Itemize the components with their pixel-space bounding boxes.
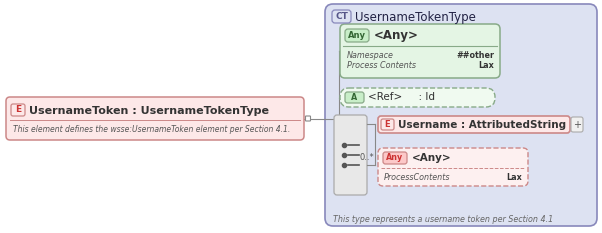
FancyBboxPatch shape (11, 104, 25, 116)
FancyBboxPatch shape (345, 29, 369, 42)
Text: This element defines the wsse:UsernameToken element per Section 4.1.: This element defines the wsse:UsernameTo… (13, 126, 290, 134)
FancyBboxPatch shape (340, 24, 500, 78)
Text: Username : AttributedString: Username : AttributedString (398, 120, 566, 130)
Text: Lax: Lax (506, 172, 522, 182)
Text: ProcessContents: ProcessContents (384, 172, 450, 182)
FancyBboxPatch shape (325, 4, 597, 226)
Text: +: + (573, 120, 581, 130)
FancyBboxPatch shape (340, 88, 495, 107)
FancyBboxPatch shape (345, 92, 364, 103)
FancyBboxPatch shape (305, 116, 311, 121)
Text: Lax: Lax (478, 62, 494, 71)
Text: <Ref>     : Id: <Ref> : Id (368, 93, 435, 103)
FancyBboxPatch shape (381, 119, 394, 130)
FancyBboxPatch shape (6, 97, 304, 140)
FancyBboxPatch shape (334, 115, 367, 195)
FancyBboxPatch shape (378, 148, 528, 186)
FancyBboxPatch shape (332, 10, 351, 23)
FancyBboxPatch shape (383, 152, 407, 164)
Text: A: A (352, 93, 358, 102)
Text: <Any>: <Any> (412, 153, 452, 163)
Text: E: E (385, 120, 390, 129)
Text: CT: CT (335, 12, 348, 21)
FancyBboxPatch shape (571, 117, 583, 132)
FancyBboxPatch shape (378, 116, 570, 133)
Text: ##other: ##other (456, 51, 494, 59)
Text: E: E (15, 106, 21, 114)
Text: 0..*: 0..* (360, 154, 375, 162)
Text: UsernameTokenType: UsernameTokenType (355, 11, 476, 24)
Text: UsernameToken : UsernameTokenType: UsernameToken : UsernameTokenType (29, 106, 269, 116)
Text: This type represents a username token per Section 4.1: This type represents a username token pe… (333, 216, 553, 225)
Text: Any: Any (386, 154, 403, 162)
Text: <Any>: <Any> (374, 30, 419, 42)
Text: Process Contents: Process Contents (347, 62, 416, 71)
Text: Namespace: Namespace (347, 51, 394, 59)
Text: Any: Any (348, 31, 366, 40)
